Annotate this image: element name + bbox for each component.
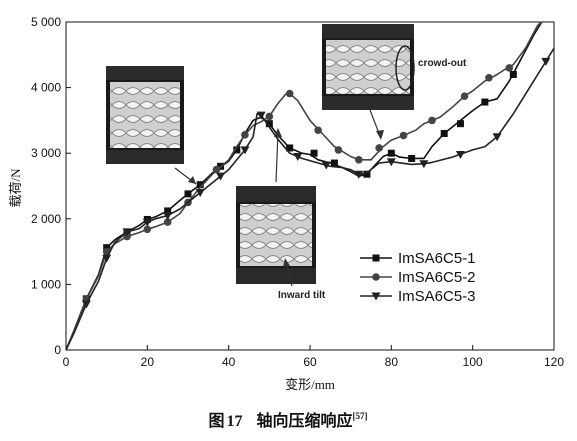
series-1-point-19 — [509, 70, 517, 78]
specimen-photo-1 — [106, 66, 184, 164]
legend-marker-2 — [372, 273, 380, 281]
caption-fig-number: 17 — [227, 413, 243, 430]
series-2-point-8 — [265, 112, 274, 121]
series-1-point-5 — [184, 190, 192, 198]
series-3-point-13 — [419, 160, 429, 169]
x-axis-title: 变形/mm — [285, 377, 335, 392]
series-1-point-10 — [286, 144, 294, 152]
y-tick-label: 5 000 — [31, 15, 61, 29]
series-3-point-4 — [163, 212, 173, 221]
series-layer — [65, 21, 555, 351]
annotation-inward-tilt: Inward tilt — [278, 290, 326, 301]
series-1-point-15 — [408, 154, 416, 162]
y-tick-label: 4 000 — [31, 81, 61, 95]
x-tick-label: 0 — [63, 355, 70, 369]
series-2-point-6 — [212, 165, 221, 174]
series-2-point-2 — [123, 232, 131, 241]
y-tick-label: 0 — [54, 343, 61, 357]
series-3-point-7 — [240, 146, 250, 155]
specimen-photo-3 — [322, 24, 415, 110]
series-2-point-11 — [334, 146, 343, 154]
legend-marker-3 — [371, 292, 381, 301]
series-1-point-17 — [456, 120, 464, 128]
arrow-inward-tilt-head — [283, 258, 290, 267]
series-3-point-9 — [293, 152, 303, 161]
annotation-arrows — [174, 109, 384, 287]
series-3-point-1 — [102, 254, 112, 263]
arrow-photo3-head — [376, 130, 384, 140]
series-2-point-12 — [355, 155, 363, 164]
caption-title: 轴向压缩响应 — [257, 411, 353, 430]
x-tick-label: 100 — [463, 355, 483, 369]
series-2-point-9 — [285, 89, 294, 98]
legend-label-1: ImSA6C5-1 — [398, 250, 476, 267]
figure-caption: 图 17 轴向压缩响应[57] — [208, 411, 367, 430]
series-1-point-18 — [481, 98, 489, 106]
series-3-point-5 — [195, 189, 205, 198]
series-3-point-3 — [142, 218, 152, 227]
series-3-point-12 — [386, 158, 396, 167]
series-1-point-16 — [440, 130, 448, 138]
legend: ImSA6C5-1 ImSA6C5-2 ImSA6C5-3 — [360, 250, 476, 305]
x-tick-label: 20 — [141, 355, 155, 369]
series-1-point-9 — [265, 120, 273, 128]
legend-label-2: ImSA6C5-2 — [398, 269, 476, 286]
series-2-point-13 — [375, 144, 383, 152]
caption-fig-label: 图 — [208, 412, 224, 430]
series-2-point-15 — [428, 116, 436, 125]
series-2-point-10 — [314, 126, 322, 135]
series-2-point-18 — [505, 64, 514, 72]
series-3-point-15 — [492, 133, 502, 142]
y-axis-title: 载荷/N — [8, 168, 23, 208]
series-1-point-11 — [310, 149, 318, 157]
series-2-point-7 — [241, 131, 249, 139]
y-tick-label: 2 000 — [31, 212, 61, 226]
series-1-point-8 — [233, 146, 241, 154]
series-3-point-2 — [122, 228, 132, 237]
series-1-point-13 — [363, 170, 371, 178]
series-1-point-12 — [330, 159, 338, 167]
series-3-point-16 — [541, 57, 551, 66]
series-2-point-17 — [485, 73, 493, 82]
arrow-photo2-head — [274, 128, 282, 137]
series-1-point-6 — [196, 181, 204, 189]
x-tick-label: 40 — [222, 355, 236, 369]
y-tick-label: 3 000 — [31, 146, 61, 160]
series-3-point-11 — [354, 170, 364, 179]
series-3-point-0 — [81, 300, 91, 309]
series-3-point-10 — [321, 161, 331, 170]
y-tick-label: 1 000 — [31, 277, 61, 291]
axis-ticks: 0 20 40 60 80 100 120 0 1 000 2 000 3 000 4 000 5 00… — [31, 15, 564, 369]
annotation-crowd-out: crowd-out — [418, 58, 467, 69]
series-ImSA6C5-3 — [65, 47, 555, 351]
arrow-photo2 — [275, 131, 279, 183]
crowd-out-highlight — [395, 45, 415, 91]
series-2-point-3 — [143, 225, 152, 234]
series-1-point-1 — [103, 244, 111, 252]
series-1-point-4 — [164, 207, 172, 215]
arrow-photo1-head — [188, 176, 196, 184]
legend-marker-1 — [372, 254, 380, 262]
series-3-point-8 — [256, 111, 266, 120]
x-tick-label: 80 — [385, 355, 399, 369]
legend-label-3: ImSA6C5-3 — [398, 288, 476, 305]
specimen-photo-2 — [236, 186, 316, 284]
series-2-point-14 — [399, 131, 408, 140]
series-line-3 — [65, 47, 555, 351]
x-tick-label: 60 — [303, 355, 317, 369]
caption-ref: [57] — [353, 411, 368, 421]
x-tick-label: 120 — [544, 355, 564, 369]
series-1-point-14 — [387, 149, 395, 157]
series-3-point-6 — [216, 172, 226, 181]
series-3-point-14 — [455, 151, 465, 160]
series-2-point-4 — [163, 218, 172, 226]
series-2-point-16 — [460, 92, 469, 100]
